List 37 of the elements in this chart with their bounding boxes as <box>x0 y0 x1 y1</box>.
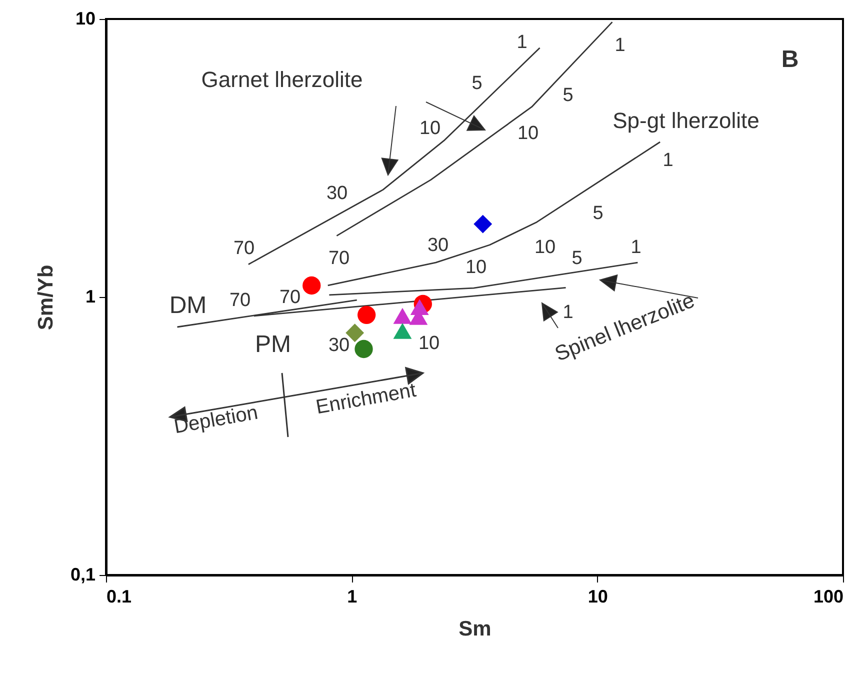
annotation: 70 <box>279 287 301 308</box>
annotation: 30 <box>328 335 350 356</box>
annotation: 70 <box>229 290 251 311</box>
annotation: B <box>781 46 799 73</box>
y-tick-label: 1 <box>85 286 96 306</box>
annotation: Enrichment <box>314 379 418 419</box>
y-tick-label: 0,1 <box>70 564 96 584</box>
annotation: 5 <box>592 203 604 224</box>
annotation: 1 <box>630 237 642 258</box>
x-tick-label: 100 <box>813 586 844 606</box>
annotation: 10 <box>517 123 539 144</box>
annotation: 5 <box>562 85 574 106</box>
annotation: 5 <box>472 73 482 94</box>
x-axis-title: Sm <box>458 618 492 640</box>
y-axis-title: Sm/Yb <box>34 264 58 330</box>
annotation: 1 <box>562 302 574 323</box>
annotation: 1 <box>662 150 674 171</box>
annotation: Sp-gt lherzolite <box>612 108 760 133</box>
x-tick-label: 10 <box>588 586 608 606</box>
annotation: 70 <box>233 238 255 259</box>
annotation: 10 <box>465 257 487 278</box>
x-tick-label: 0.1 <box>106 586 132 606</box>
annotation: PM <box>255 331 291 358</box>
annotation: 30 <box>326 183 348 204</box>
annotation: 10 <box>419 118 441 139</box>
annotation: 1 <box>516 32 528 53</box>
annotation: 10 <box>534 237 556 258</box>
y-tick-label: 10 <box>75 8 96 28</box>
annotation: 70 <box>328 248 350 269</box>
x-tick-label: 1 <box>347 586 358 606</box>
annotation: 1 <box>614 35 626 56</box>
annotation: 5 <box>572 248 582 269</box>
annotation: Garnet lherzolite <box>201 67 363 92</box>
annotation: Depletion <box>172 402 260 438</box>
annotation: DM <box>169 292 207 319</box>
annotation: 10 <box>418 333 440 354</box>
annotation: 30 <box>427 235 449 256</box>
